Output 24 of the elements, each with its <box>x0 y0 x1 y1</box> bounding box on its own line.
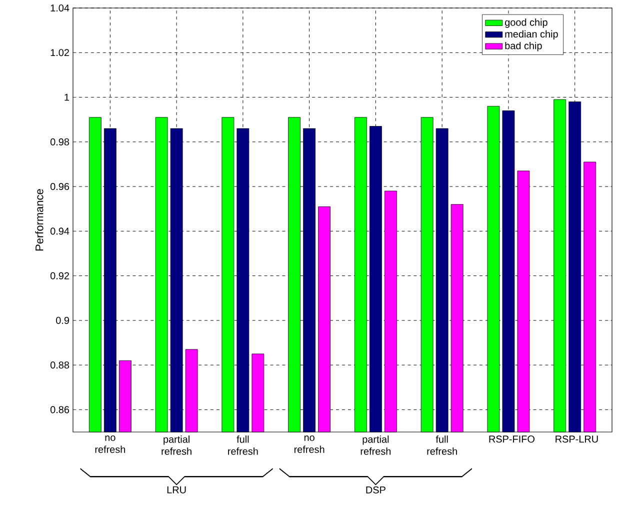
legend-label: good chip <box>505 18 548 28</box>
y-tick-label: 0.88 <box>50 362 70 369</box>
x-tick-label: partial refresh <box>162 436 192 455</box>
y-tick-label: 0.94 <box>50 228 70 235</box>
text: DSP <box>366 486 386 494</box>
x-tick-label: partial refresh <box>360 436 391 455</box>
y-tick-label: 0.96 <box>50 183 70 190</box>
y-tick-label: 0.9 <box>56 316 70 324</box>
legend-label: median chip <box>505 30 558 40</box>
x-tick-label: RSP-FIFO <box>489 436 534 443</box>
x-tick-label: no refresh <box>294 436 324 453</box>
y-tick-label: 0.98 <box>50 138 70 146</box>
y-tick-label: 1 <box>64 94 69 101</box>
y-tick-label: 0.92 <box>50 272 69 280</box>
y-axis-title: Performance <box>35 189 44 250</box>
x-tick-label: no refresh <box>95 436 126 453</box>
x-tick-label: full refresh <box>427 436 457 455</box>
x-tick-label: full refresh <box>228 436 258 455</box>
y-tick-label: 0.86 <box>50 406 70 414</box>
x-tick-label: RSP-LRU <box>556 436 598 443</box>
y-tick-label: 1.02 <box>50 49 69 56</box>
legend-label: bad chip <box>505 42 542 52</box>
y-tick-label: 1.04 <box>50 4 70 12</box>
text: LRU <box>167 486 186 494</box>
